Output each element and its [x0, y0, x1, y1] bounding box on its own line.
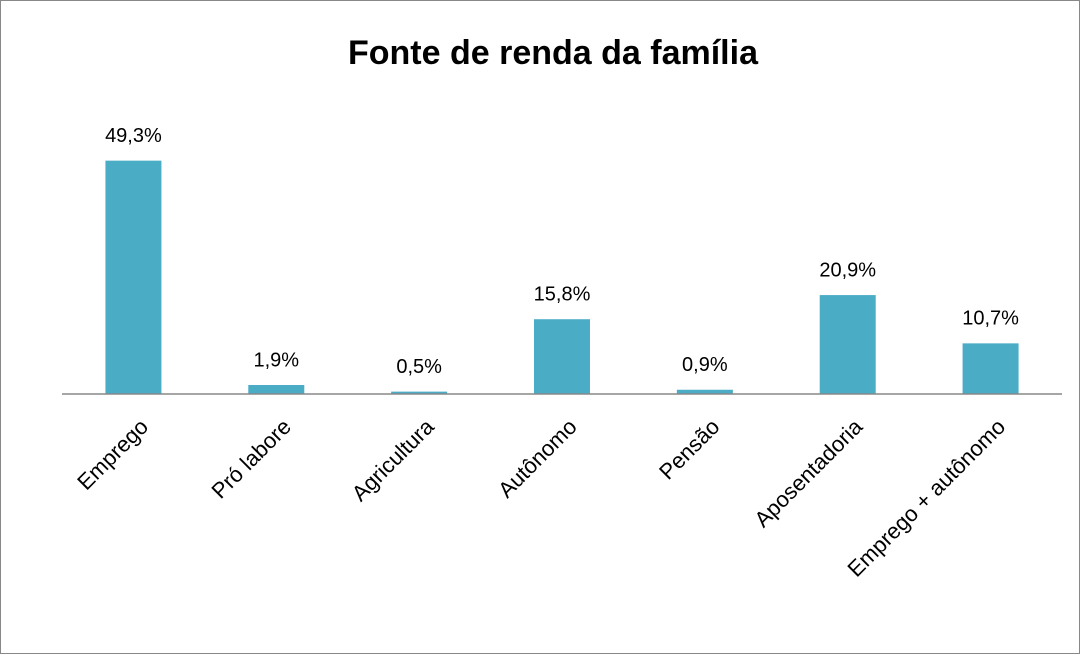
- bar: [962, 343, 1019, 394]
- data-label: 20,9%: [819, 259, 876, 281]
- bar: [248, 385, 305, 394]
- data-label: 49,3%: [105, 125, 162, 147]
- bar: [391, 391, 448, 394]
- bar: [819, 295, 876, 394]
- chart-title: Fonte de renda da família: [348, 34, 759, 72]
- data-label: 1,9%: [253, 349, 299, 371]
- data-label: 15,8%: [534, 283, 591, 305]
- bar: [534, 319, 590, 394]
- data-label: 0,5%: [396, 356, 442, 378]
- bar: [676, 389, 733, 394]
- data-label: 10,7%: [962, 308, 1019, 330]
- bar: [105, 160, 162, 394]
- data-label: 0,9%: [682, 354, 728, 376]
